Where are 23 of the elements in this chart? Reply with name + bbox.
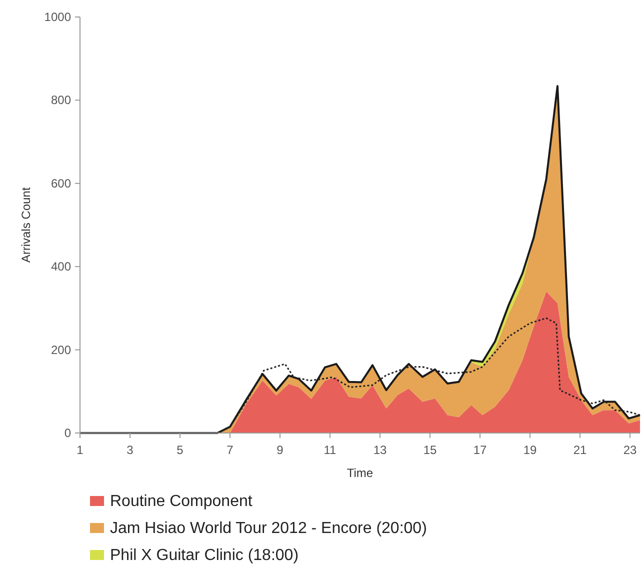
x-tick-label: 5 bbox=[176, 443, 184, 457]
x-tick-label: 9 bbox=[276, 443, 284, 457]
x-tick-label: 17 bbox=[473, 443, 487, 457]
x-tick-label: 1 bbox=[76, 443, 84, 457]
x-axis-title: Time bbox=[346, 466, 374, 480]
y-tick-label: 600 bbox=[50, 176, 72, 190]
y-tick-label: 1000 bbox=[44, 10, 72, 24]
legend-label: Routine Component bbox=[110, 493, 253, 510]
x-tick-label: 11 bbox=[324, 443, 337, 457]
x-tick-label: 21 bbox=[573, 443, 587, 457]
x-tick-label: 7 bbox=[226, 443, 234, 457]
x-tick-label: 3 bbox=[126, 443, 134, 457]
y-tick-label: 200 bbox=[50, 342, 72, 357]
y-tick-label: 400 bbox=[50, 260, 72, 274]
legend-label: Phil X Guitar Clinic (18:00) bbox=[110, 547, 299, 564]
y-axis-title: Arrivals Count bbox=[19, 186, 33, 263]
x-tick-label: 23 bbox=[623, 443, 637, 457]
x-tick-label: 13 bbox=[373, 443, 387, 457]
legend-label: Jam Hsiao World Tour 2012 - Encore (20:00) bbox=[110, 520, 427, 537]
x-tick-label: 15 bbox=[423, 443, 437, 457]
y-tick-label: 0 bbox=[64, 426, 72, 440]
y-tick-label: 800 bbox=[50, 93, 72, 108]
x-tick-label: 19 bbox=[523, 443, 537, 457]
